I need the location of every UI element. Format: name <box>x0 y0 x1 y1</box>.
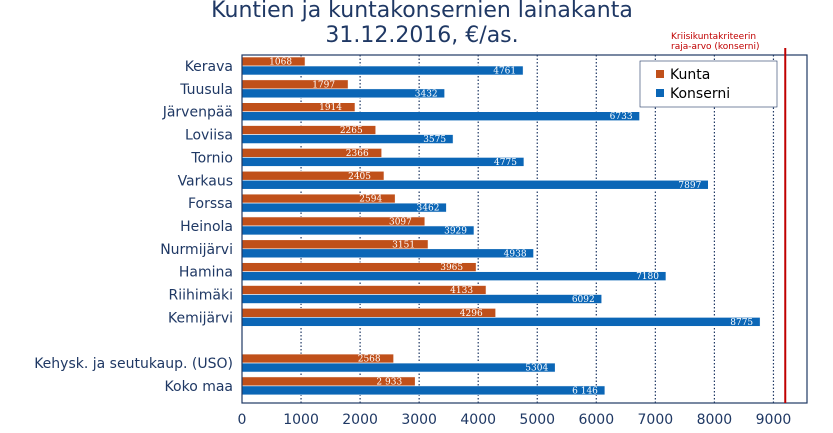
bar-value-label: 2568 <box>358 355 381 365</box>
chart-title-line2: 31.12.2016, €/as. <box>325 23 518 48</box>
bar-value-label: 7897 <box>678 181 701 191</box>
x-tick-label-6000: 6000 <box>578 412 614 428</box>
threshold-label-line1: Kriisikuntakriteerin <box>671 32 756 42</box>
bar-value-label: 3929 <box>444 226 467 236</box>
legend-label-kunta: Kunta <box>670 67 710 83</box>
bar-value-label: 2366 <box>346 149 369 159</box>
x-tick-label-0: 0 <box>238 412 247 428</box>
category-label: Hamina <box>179 265 233 281</box>
bar-value-label: 2594 <box>359 195 382 205</box>
bar-konserni <box>241 385 606 396</box>
x-tick-label-8000: 8000 <box>697 412 733 428</box>
bar-value-label: 1914 <box>319 103 342 113</box>
x-tick-label-3000: 3000 <box>401 412 437 428</box>
bar-value-label: 2 933 <box>376 377 402 387</box>
bar-konserni <box>241 362 556 373</box>
category-label: Riihimäki <box>169 288 233 304</box>
x-tick-label-7000: 7000 <box>638 412 674 428</box>
bar-value-label: 1797 <box>312 80 335 90</box>
legend-box <box>639 60 778 108</box>
bar-value-label: 3097 <box>389 217 412 227</box>
legend-swatch-konserni <box>656 89 664 97</box>
x-tick-label-2000: 2000 <box>342 412 378 428</box>
category-label: Kemijärvi <box>168 310 233 326</box>
bar-value-label: 4775 <box>494 158 517 168</box>
bar-konserni <box>241 317 761 327</box>
bar-value-label: 7180 <box>636 272 659 282</box>
bar-value-label: 6733 <box>610 112 633 122</box>
bar-kunta <box>241 308 496 318</box>
threshold-label-line2: raja-arvo (konserni) <box>671 42 759 52</box>
bar-value-label: 3575 <box>423 135 446 145</box>
bar-konserni <box>241 294 603 304</box>
bar-value-label: 3432 <box>415 89 438 99</box>
x-axis-ticks: 0 1000 2000 3000 4000 5000 6000 7000 8000 9000 <box>238 412 792 428</box>
x-tick-label-1000: 1000 <box>283 412 319 428</box>
legend: Kunta Konserni <box>639 60 778 108</box>
bar-konserni <box>241 225 475 236</box>
bar-value-label: 4296 <box>460 309 483 319</box>
legend-swatch-kunta <box>656 70 664 78</box>
chart-title-line1: Kuntien ja kuntakonsernien lainakanta <box>211 0 633 23</box>
bar-value-label: 4133 <box>450 286 473 296</box>
bar-value-label: 3462 <box>417 204 440 214</box>
bars <box>241 56 761 396</box>
bar-value-label: 2405 <box>348 172 371 182</box>
bar-value-label: 4938 <box>504 249 527 259</box>
category-label: Tornio <box>190 150 233 166</box>
x-tick-label-9000: 9000 <box>756 412 792 428</box>
category-label: Järvenpää <box>162 105 233 121</box>
x-tick-label-4000: 4000 <box>460 412 496 428</box>
category-labels: Kerava Tuusula Järvenpää Loviisa Tornio Varka… <box>34 59 233 395</box>
bar-konserni <box>241 248 534 259</box>
category-label: Kehysk. ja seutukaup. (USO) <box>34 356 233 372</box>
bar-value-label: 8775 <box>730 318 753 328</box>
bar-value-label: 3965 <box>440 263 463 273</box>
category-label: Heinola <box>180 219 233 235</box>
category-label: Kerava <box>185 59 233 75</box>
bar-value-label: 1068 <box>269 58 292 68</box>
category-label: Koko maa <box>165 379 233 395</box>
category-label: Nurmijärvi <box>160 242 233 258</box>
bar-value-label: 3151 <box>392 240 415 250</box>
category-label: Tuusula <box>179 82 233 98</box>
category-label: Forssa <box>188 196 233 212</box>
bar-value-label: 2265 <box>340 126 363 136</box>
legend-label-konserni: Konserni <box>670 86 730 102</box>
bar-labels: 1068 4761 1797 3432 1914 6733 2265 3575 2366 4775… <box>269 58 753 397</box>
x-tick-label-5000: 5000 <box>519 412 555 428</box>
bar-konserni <box>241 157 525 167</box>
bar-value-label: 4761 <box>493 67 516 77</box>
bar-value-label: 5304 <box>525 364 548 374</box>
bar-konserni <box>241 179 709 190</box>
category-label: Varkaus <box>178 173 233 189</box>
bar-konserni <box>241 111 640 121</box>
category-label: Loviisa <box>185 128 233 144</box>
plot-frame <box>241 54 808 404</box>
bar-value-label: 6 146 <box>572 386 598 396</box>
bar-value-label: 6092 <box>572 295 595 305</box>
